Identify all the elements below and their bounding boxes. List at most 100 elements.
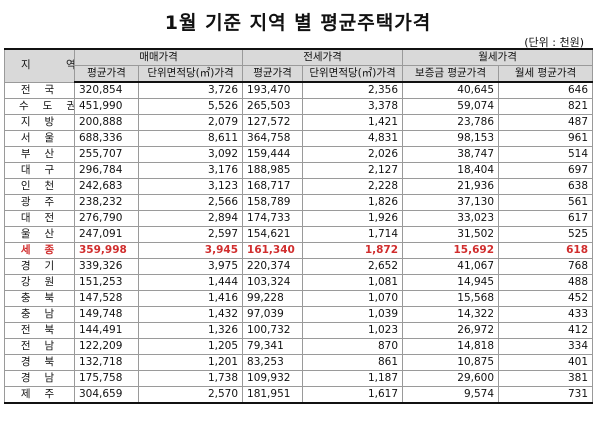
value-cell: 276,790: [74, 210, 139, 227]
value-cell: 193,470: [242, 81, 304, 99]
value-cell: 3,123: [137, 178, 244, 195]
value-cell: 247,091: [74, 226, 139, 243]
value-cell: 5,526: [137, 98, 244, 115]
value-cell: 265,503: [242, 98, 304, 115]
value-cell: 525: [498, 226, 594, 243]
region-cell: 부산: [4, 146, 75, 163]
value-cell: 200,888: [74, 114, 139, 131]
table-body: 전국320,8543,726193,4702,35640,645646수도권45…: [4, 81, 594, 404]
value-cell: 731: [498, 386, 594, 404]
value-cell: 2,597: [137, 226, 244, 243]
value-cell: 1,872: [302, 242, 404, 259]
value-cell: 159,444: [242, 146, 304, 163]
value-cell: 154,621: [242, 226, 304, 243]
header-sale-avg: 평균가격: [74, 65, 139, 83]
value-cell: 433: [498, 306, 594, 323]
value-cell: 1,421: [302, 114, 404, 131]
value-cell: 144,491: [74, 322, 139, 339]
value-cell: 688,336: [74, 130, 139, 147]
region-cell: 서울: [4, 130, 75, 147]
value-cell: 29,600: [402, 370, 500, 387]
value-cell: 2,566: [137, 194, 244, 211]
value-cell: 1,070: [302, 290, 404, 307]
value-cell: 401: [498, 354, 594, 371]
value-cell: 14,818: [402, 338, 500, 355]
value-cell: 617: [498, 210, 594, 227]
value-cell: 2,356: [302, 81, 404, 99]
value-cell: 100,732: [242, 322, 304, 339]
value-cell: 9,574: [402, 386, 500, 404]
price-table: 지 역 매매가격 전세가격 월세가격 평균가격 단위면적당(㎡)가격 평균가격 …: [4, 48, 594, 404]
value-cell: 21,936: [402, 178, 500, 195]
value-cell: 381: [498, 370, 594, 387]
value-cell: 1,714: [302, 226, 404, 243]
value-cell: 149,748: [74, 306, 139, 323]
value-cell: 168,717: [242, 178, 304, 195]
value-cell: 1,416: [137, 290, 244, 307]
region-cell: 경북: [4, 354, 75, 371]
value-cell: 320,854: [74, 81, 139, 99]
value-cell: 618: [498, 242, 594, 259]
header-rent-avg: 월세 평균가격: [498, 65, 594, 83]
header-group-monthly: 월세가격: [402, 48, 594, 66]
value-cell: 14,945: [402, 274, 500, 291]
value-cell: 2,079: [137, 114, 244, 131]
region-cell: 전남: [4, 338, 75, 355]
value-cell: 8,611: [137, 130, 244, 147]
value-cell: 188,985: [242, 162, 304, 179]
value-cell: 1,432: [137, 306, 244, 323]
value-cell: 2,570: [137, 386, 244, 404]
header-group-jeonse: 전세가격: [242, 48, 404, 66]
table-row: 충북 147,528 1,416 99,228 1,070 15,568 452: [4, 290, 594, 307]
value-cell: 1,039: [302, 306, 404, 323]
region-cell: 대전: [4, 210, 75, 227]
value-cell: 339,326: [74, 258, 139, 275]
value-cell: 238,232: [74, 194, 139, 211]
value-cell: 304,659: [74, 386, 139, 404]
value-cell: 127,572: [242, 114, 304, 131]
table-row: 제주 304,659 2,570 181,951 1,617 9,574 731: [4, 386, 594, 404]
value-cell: 2,026: [302, 146, 404, 163]
value-cell: 122,209: [74, 338, 139, 355]
value-cell: 821: [498, 98, 594, 115]
header-region: 지 역: [4, 48, 75, 83]
header-sale-unit: 단위면적당(㎡)가격: [137, 65, 244, 83]
value-cell: 334: [498, 338, 594, 355]
value-cell: 242,683: [74, 178, 139, 195]
value-cell: 99,228: [242, 290, 304, 307]
table-row: 인천 242,683 3,123 168,717 2,228 21,936 638: [4, 178, 594, 195]
value-cell: 412: [498, 322, 594, 339]
value-cell: 697: [498, 162, 594, 179]
value-cell: 181,951: [242, 386, 304, 404]
value-cell: 37,130: [402, 194, 500, 211]
value-cell: 961: [498, 130, 594, 147]
value-cell: 175,758: [74, 370, 139, 387]
region-cell: 대구: [4, 162, 75, 179]
value-cell: 514: [498, 146, 594, 163]
region-cell: 인천: [4, 178, 75, 195]
table-row: 서울 688,336 8,611 364,758 4,831 98,153 961: [4, 130, 594, 147]
value-cell: 40,645: [402, 81, 500, 99]
table-row: 세종 359,998 3,945 161,340 1,872 15,692 618: [4, 242, 594, 259]
value-cell: 220,374: [242, 258, 304, 275]
value-cell: 10,875: [402, 354, 500, 371]
value-cell: 451,990: [74, 98, 139, 115]
value-cell: 33,023: [402, 210, 500, 227]
region-cell: 제주: [4, 386, 75, 404]
value-cell: 174,733: [242, 210, 304, 227]
region-cell: 수도권: [4, 98, 75, 115]
value-cell: 3,726: [137, 81, 244, 99]
value-cell: 1,023: [302, 322, 404, 339]
region-cell: 강원: [4, 274, 75, 291]
value-cell: 255,707: [74, 146, 139, 163]
table-row: 대전 276,790 2,894 174,733 1,926 33,023 617: [4, 210, 594, 227]
value-cell: 79,341: [242, 338, 304, 355]
value-cell: 2,652: [302, 258, 404, 275]
header-group-sale: 매매가격: [73, 48, 244, 66]
table-row: 경북 132,718 1,201 83,253 861 10,875 401: [4, 354, 594, 371]
value-cell: 41,067: [402, 258, 500, 275]
value-cell: 18,404: [402, 162, 500, 179]
value-cell: 15,692: [402, 242, 500, 259]
region-cell: 울산: [4, 226, 75, 243]
